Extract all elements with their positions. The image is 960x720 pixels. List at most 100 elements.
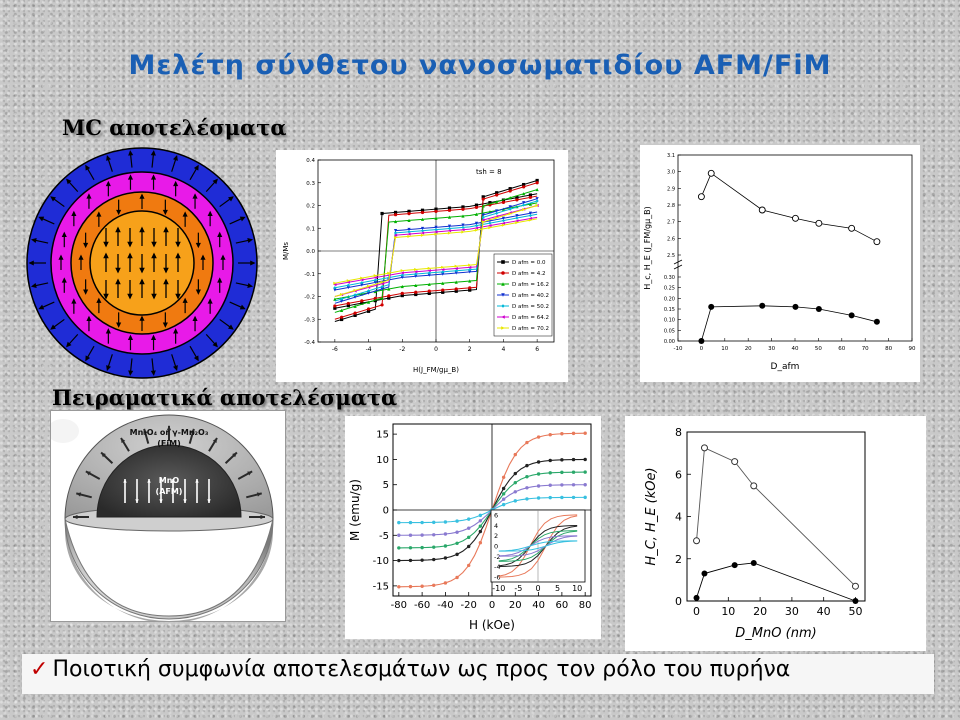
data-marker bbox=[501, 486, 506, 491]
data-marker bbox=[488, 226, 492, 230]
data-marker bbox=[420, 558, 424, 562]
spin-arrowhead bbox=[195, 479, 199, 483]
data-marker bbox=[548, 495, 552, 500]
data-marker bbox=[468, 263, 472, 267]
data-marker bbox=[560, 458, 564, 462]
data-marker bbox=[443, 544, 448, 548]
data-marker bbox=[441, 265, 445, 269]
spin-arrowhead bbox=[239, 216, 246, 222]
data-marker bbox=[353, 311, 357, 315]
data-marker bbox=[488, 201, 492, 205]
data-marker bbox=[488, 224, 492, 228]
data-marker bbox=[420, 217, 425, 221]
data-marker bbox=[481, 204, 485, 208]
data-marker bbox=[515, 198, 519, 202]
spin-arrowhead bbox=[83, 242, 89, 249]
experimental-particle-panel: Mn₃O₄ or γ-Mn₂O₃ (FiM) MnO (AFM) bbox=[47, 410, 286, 623]
data-marker bbox=[454, 271, 458, 275]
spin-arrowhead bbox=[38, 304, 45, 310]
data-marker bbox=[525, 475, 529, 479]
spin-arrowhead bbox=[151, 293, 157, 300]
data-marker bbox=[461, 205, 465, 209]
data-marker bbox=[536, 484, 541, 488]
spin-arrowhead bbox=[159, 499, 163, 503]
data-marker bbox=[447, 229, 452, 233]
spin-arrowhead bbox=[96, 297, 102, 303]
spin-arrowhead bbox=[162, 209, 168, 216]
data-marker bbox=[467, 535, 471, 540]
data-marker bbox=[407, 232, 411, 236]
data-marker bbox=[434, 232, 438, 236]
spin-arrowhead bbox=[85, 164, 91, 171]
spin-arrowhead bbox=[247, 471, 253, 476]
x-tick-label: 10 bbox=[721, 346, 728, 352]
data-marker bbox=[481, 213, 485, 217]
x-tick-label: 60 bbox=[556, 600, 569, 611]
he-point bbox=[693, 594, 700, 601]
data-marker bbox=[525, 497, 529, 501]
mc-coercivity-panel: -10 0 10 20 30 40 50 60 70 80 90 3.1 3.0 2.9 2.8 2.7 2.6… bbox=[640, 145, 920, 382]
data-marker bbox=[548, 433, 552, 437]
data-marker bbox=[571, 495, 576, 500]
data-marker bbox=[515, 195, 519, 200]
data-marker bbox=[571, 470, 576, 474]
data-marker bbox=[373, 280, 377, 285]
spin-arrowhead bbox=[207, 298, 213, 304]
data-marker bbox=[432, 545, 436, 549]
data-marker bbox=[360, 299, 364, 303]
data-marker bbox=[333, 288, 337, 292]
data-marker bbox=[508, 205, 512, 209]
he-line bbox=[696, 562, 856, 602]
x-tick-label: 20 bbox=[753, 605, 767, 618]
data-marker bbox=[528, 195, 532, 199]
data-marker bbox=[380, 211, 384, 216]
experimental-particle-diagram: Mn₃O₄ or γ-Mn₂O₃ (FiM) MnO (AFM) bbox=[47, 414, 274, 623]
data-marker bbox=[478, 524, 483, 528]
he-point bbox=[701, 570, 708, 577]
spin-arrowhead bbox=[173, 155, 178, 161]
conclusion-bar bbox=[22, 654, 934, 694]
data-marker bbox=[427, 282, 431, 286]
data-marker bbox=[447, 208, 452, 212]
data-marker bbox=[393, 235, 398, 240]
data-marker bbox=[408, 533, 413, 537]
spin-arrowhead bbox=[192, 193, 198, 199]
inset-series-line bbox=[498, 540, 578, 552]
page-title: Μελέτη σύνθετου νανοσωματιδίου AFM/FiM bbox=[128, 50, 832, 81]
spin-arrowhead bbox=[220, 254, 226, 260]
data-marker bbox=[525, 463, 529, 468]
spin-arrowhead bbox=[150, 174, 157, 180]
data-marker bbox=[420, 520, 424, 525]
series-line bbox=[334, 200, 538, 289]
data-marker bbox=[340, 317, 344, 322]
spin-arrowhead bbox=[103, 293, 109, 300]
y-tick-label: 0.00 bbox=[664, 339, 675, 345]
spin-arrowhead bbox=[103, 241, 109, 248]
y-tick-label: 0.2 bbox=[306, 204, 315, 210]
data-marker bbox=[528, 213, 532, 218]
data-marker bbox=[508, 187, 512, 191]
data-marker bbox=[522, 185, 526, 189]
data-marker bbox=[353, 288, 357, 292]
data-marker bbox=[447, 215, 452, 219]
x-tick-label: 80 bbox=[885, 346, 892, 352]
data-marker bbox=[400, 293, 404, 298]
data-marker bbox=[455, 552, 459, 557]
spin-arrowhead bbox=[171, 479, 175, 483]
spin-arrowhead bbox=[212, 178, 218, 185]
data-marker bbox=[461, 214, 465, 218]
data-marker bbox=[400, 275, 404, 279]
data-marker bbox=[373, 296, 377, 300]
x-axis-label: H(J_FM/gμ_B) bbox=[413, 366, 459, 374]
data-marker bbox=[528, 193, 532, 197]
data-marker bbox=[393, 219, 398, 224]
inset-y-tick-label: 0 bbox=[494, 543, 498, 551]
spin-arrowhead bbox=[139, 193, 145, 199]
data-marker bbox=[468, 288, 472, 292]
y-tick-label: 0.20 bbox=[664, 296, 675, 302]
spin-arrowhead bbox=[30, 238, 37, 244]
data-marker bbox=[380, 282, 384, 286]
data-marker bbox=[441, 267, 445, 272]
data-marker bbox=[432, 533, 436, 537]
spin-arrowhead bbox=[150, 334, 157, 340]
